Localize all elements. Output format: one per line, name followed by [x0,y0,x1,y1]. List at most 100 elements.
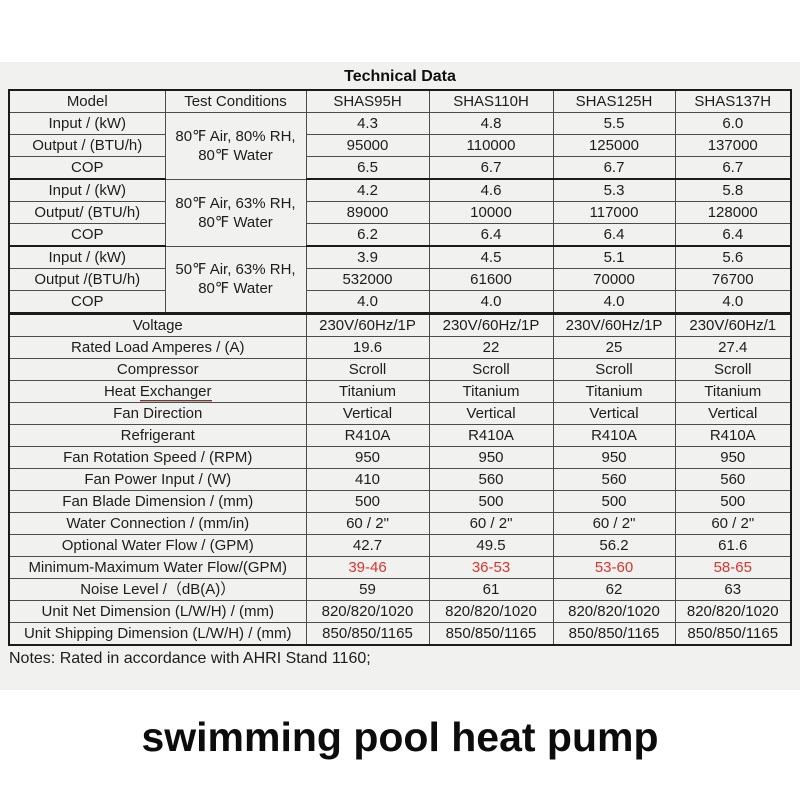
row-label: Fan Power Input / (W) [8,468,307,491]
value-cell: 230V/60Hz/1P [552,312,676,337]
header-row: Model Test Conditions SHAS95H SHAS110H SHAS1… [8,89,792,113]
value-cell: Vertical [305,402,430,425]
test-condition-cell: 50℉ Air, 63% RH, 80℉ Water [164,245,307,314]
value-cell: 10000 [428,201,554,224]
value-cell: 89000 [305,201,430,224]
metric-row: COP 6.2 6.4 6.4 6.4 [8,223,792,247]
value-cell: 53-60 [552,556,676,579]
value-cell: R410A [674,424,792,447]
row-label: COP [8,223,166,247]
metric-row: Input / (kW) 50℉ Air, 63% RH, 80℉ Water 3.… [8,245,792,314]
value-cell: Scroll [305,358,430,381]
value-cell: 500 [428,490,554,513]
value-cell: 850/850/1165 [305,622,430,646]
value-cell: 230V/60Hz/1P [305,312,430,337]
spec-row: Fan Blade Dimension / (mm) 500 500 500 500 [8,490,792,513]
value-cell: Titanium [428,380,554,403]
metric-row: COP 4.0 4.0 4.0 4.0 [8,290,792,315]
value-cell: 4.0 [305,290,430,315]
value-cell: Vertical [428,402,554,425]
value-cell: 820/820/1020 [674,600,792,623]
metric-row: Input / (kW) 80℉ Air, 80% RH, 80℉ Water 4.… [8,112,792,180]
value-cell: 19.6 [305,336,430,359]
table-body: Input / (kW) 80℉ Air, 80% RH, 80℉ Water 4.… [8,112,792,646]
product-caption: swimming pool heat pump [141,714,659,760]
row-label: Water Connection / (mm/in) [8,512,307,535]
value-cell: 4.8 [428,112,554,135]
value-cell: 60 / 2" [428,512,554,535]
spec-row: Fan Direction Vertical Vertical Vertical Ver… [8,402,792,425]
header-cell: SHAS137H [674,89,792,113]
spec-row: Water Connection / (mm/in) 60 / 2" 60 / 2"… [8,512,792,535]
value-cell: Vertical [674,402,792,425]
value-cell: Titanium [674,380,792,403]
header-cell: Model [8,89,166,113]
value-cell: 820/820/1020 [552,600,676,623]
metric-row: Output/ (BTU/h) 89000 10000 117000 128000 [8,201,792,224]
value-cell: 4.0 [428,290,554,315]
value-cell: 61.6 [674,534,792,557]
spec-row: Optional Water Flow / (GPM) 42.7 49.5 56.2 6… [8,534,792,557]
value-cell: 5.8 [674,178,792,202]
value-cell: 850/850/1165 [674,622,792,646]
row-label: Output/ (BTU/h) [8,201,166,224]
table-header: Model Test Conditions SHAS95H SHAS110H SHAS1… [8,89,792,113]
value-cell: R410A [305,424,430,447]
value-cell: 6.4 [552,223,676,247]
row-label: COP [8,156,166,180]
value-cell: 5.3 [552,178,676,202]
value-cell: 560 [428,468,554,491]
row-label: Fan Direction [8,402,307,425]
spec-row: Fan Rotation Speed / (RPM) 950 950 950 950 [8,446,792,469]
value-cell: 60 / 2" [674,512,792,535]
value-cell: 36-53 [428,556,554,579]
spec-row: Noise Level /（dB(A)） 59 61 62 63 [8,578,792,601]
value-cell: 95000 [305,134,430,157]
notes-text: Notes: Rated in accordance with AHRI Sta… [9,650,371,667]
value-cell: 410 [305,468,430,491]
value-cell: Scroll [674,358,792,381]
value-cell: 500 [552,490,676,513]
value-cell: 5.5 [552,112,676,135]
value-cell: R410A [552,424,676,447]
value-cell: 6.7 [674,156,792,180]
row-label: Noise Level /（dB(A)） [8,578,307,601]
row-label: Heat Exchanger [8,380,307,403]
metric-row: Input / (kW) 80℉ Air, 63% RH, 80℉ Water 4.… [8,178,792,247]
value-cell: 850/850/1165 [552,622,676,646]
value-cell: 3.9 [305,245,430,269]
value-cell: 4.6 [428,178,554,202]
value-cell: 6.0 [674,112,792,135]
value-cell: 6.2 [305,223,430,247]
row-label: Minimum-Maximum Water Flow/(GPM) [8,556,307,579]
value-cell: Titanium [305,380,430,403]
header-cell: SHAS125H [552,89,676,113]
test-condition-cell: 80℉ Air, 80% RH, 80℉ Water [164,112,307,180]
row-label: Fan Blade Dimension / (mm) [8,490,307,513]
value-cell: 110000 [428,134,554,157]
spec-row: Heat Exchanger Titanium Titanium Titanium Ti… [8,380,792,403]
value-cell: 532000 [305,268,430,291]
spec-sheet: Technical Data Model Test Conditions SHAS9… [0,62,800,690]
value-cell: 950 [428,446,554,469]
spec-row: Unit Net Dimension (L/W/H) / (mm) 820/820… [8,600,792,623]
row-label: Optional Water Flow / (GPM) [8,534,307,557]
value-cell: 61600 [428,268,554,291]
header-cell: SHAS95H [305,89,430,113]
value-cell: 61 [428,578,554,601]
metric-row: COP 6.5 6.7 6.7 6.7 [8,156,792,180]
header-cell: SHAS110H [428,89,554,113]
value-cell: 4.0 [552,290,676,315]
value-cell: Scroll [552,358,676,381]
row-label: Input / (kW) [8,178,166,202]
value-cell: 5.6 [674,245,792,269]
row-label: Output / (BTU/h) [8,134,166,157]
value-cell: 42.7 [305,534,430,557]
value-cell: 62 [552,578,676,601]
value-cell: 39-46 [305,556,430,579]
spec-row: Rated Load Amperes / (A) 19.6 22 25 27.4 [8,336,792,359]
row-label: Rated Load Amperes / (A) [8,336,307,359]
value-cell: 4.2 [305,178,430,202]
value-cell: 6.5 [305,156,430,180]
value-cell: Vertical [552,402,676,425]
